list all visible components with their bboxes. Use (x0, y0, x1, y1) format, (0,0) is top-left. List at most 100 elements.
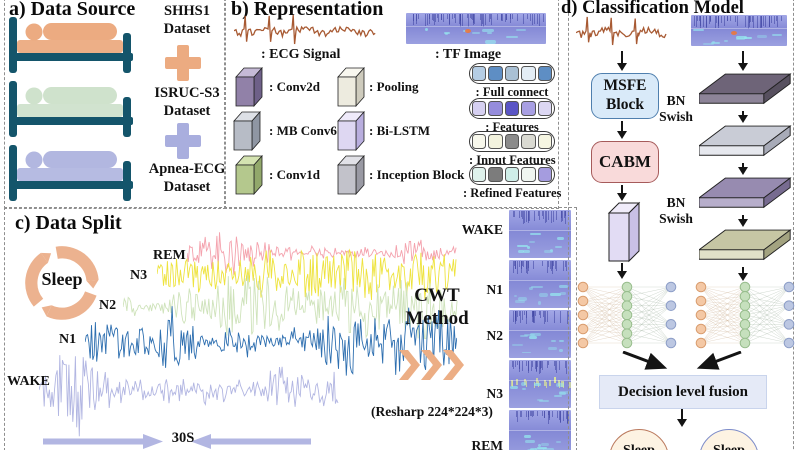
decision-fusion-label: Decision level fusion (618, 383, 748, 400)
flow-arrow (616, 51, 628, 71)
features-bar (469, 98, 555, 119)
feature-cell (472, 101, 487, 116)
resharp-label: (Resharp 224*224*3) (371, 404, 493, 419)
conv1d-label: : Conv1d (269, 167, 320, 182)
cabm-block-label: CABM (599, 152, 651, 171)
feature-cell (537, 134, 553, 149)
conv2d-label: : Conv2d (269, 79, 320, 94)
window-duration-label: 30S (171, 430, 195, 446)
sleep-apnea-output: Sleep Apnea (699, 429, 759, 450)
input-features-label: : Input Features (469, 153, 556, 167)
spect-label-n2: N2 (486, 328, 504, 343)
ecg-input-waveform (576, 16, 667, 46)
feature-cell (521, 66, 536, 81)
feature-cell (504, 167, 520, 182)
wake-trace-label: WAKE (7, 374, 50, 389)
dataset-label-apnea: Apnea-ECG Dataset (148, 161, 226, 195)
n1-trace (85, 306, 457, 376)
feature-cell (488, 167, 503, 182)
panel-b-title: b) Representation (231, 0, 384, 20)
msfe-block: MSFE Block (591, 73, 659, 119)
inception-block-icon (337, 155, 365, 195)
feature-cell (472, 167, 487, 182)
conv-layer-slab (699, 229, 792, 261)
bilstm-icon (337, 111, 365, 151)
dataset-label-isruc: ISRUC-S3 Dataset (154, 85, 220, 119)
full-connect-bar (469, 63, 555, 84)
flow-arrow (616, 185, 628, 201)
feature-cell (537, 66, 553, 81)
panel-a-title: a) Data Source (9, 0, 136, 20)
feature-cell (521, 134, 536, 149)
bn-swish-label: BN Swish (659, 195, 693, 227)
tf-image-thumbnail (406, 13, 546, 44)
feature-cell (488, 66, 503, 81)
flow-arrow (737, 51, 749, 71)
feature-cell (521, 167, 536, 182)
window-arrows-icon (43, 434, 311, 449)
feature-cell (504, 101, 520, 116)
neural-network-right (695, 281, 795, 349)
decision-fusion-box: Decision level fusion (599, 375, 767, 409)
inception-block-label: : Inception Block (369, 167, 465, 182)
bunk-beds-icon (9, 17, 133, 201)
sleep-cycle-label: Sleep (41, 269, 83, 289)
flow-arrow (616, 121, 628, 139)
spect-label-rem: REM (471, 438, 504, 450)
pooling-label: : Pooling (369, 79, 419, 94)
bilstm-label: : Bi-LSTM (369, 123, 431, 138)
wake-trace (39, 355, 339, 437)
n2-trace (123, 274, 458, 340)
features-label: : Features (485, 120, 539, 134)
ecg-signal-label: : ECG Signal (261, 47, 341, 62)
sleep-apnea-label: Sleep Apnea (710, 442, 749, 450)
flow-arrow (676, 409, 688, 427)
sleep-stage-label: Sleep Stage (623, 442, 656, 450)
full-connect-label: : Full connect (475, 85, 549, 99)
n3-trace-label: N3 (130, 268, 148, 283)
conv-layer-slab (699, 125, 792, 157)
conv2d-icon (235, 67, 263, 107)
rem-trace (187, 232, 457, 276)
n1-spectrogram (509, 260, 571, 308)
feature-cell (537, 167, 553, 182)
conv-layer-slab (699, 73, 792, 105)
feature-slab-icon (607, 201, 641, 263)
panel-classification-model: d) Classification Model MSFE Block CABM … (561, 0, 795, 450)
rem-spectrogram (509, 410, 571, 450)
neural-network-left (577, 281, 677, 349)
refined-features-bar (469, 164, 555, 185)
conv-layer-slab (699, 177, 792, 209)
feature-cell (488, 134, 503, 149)
feature-cell (504, 134, 520, 149)
feature-cell (504, 66, 520, 81)
flow-arrow (737, 215, 749, 227)
cwt-method-label: CWT Method (405, 285, 469, 330)
panel-d-title: d) Classification Model (561, 0, 744, 18)
tf-image-label: : TF Image (435, 47, 502, 62)
spect-label-n3: N3 (486, 386, 504, 401)
panel-representation: b) Representation : ECG Signal : TF Imag… (224, 0, 562, 209)
bn-swish-label: BN Swish (659, 93, 693, 125)
flow-arrow (737, 163, 749, 175)
feature-cell (472, 66, 487, 81)
chevron-right-icon (399, 350, 464, 380)
feature-cell (521, 101, 536, 116)
refined-features-label: : Refined Features (463, 186, 562, 200)
n3-spectrogram (509, 360, 571, 408)
pooling-icon (337, 67, 365, 107)
feature-cell (488, 101, 503, 116)
msfe-block-label: MSFE Block (603, 77, 647, 113)
plus-icon (165, 123, 201, 159)
mbconv6-label: : MB Conv6 (269, 123, 337, 138)
flow-arrow (737, 111, 749, 123)
cabm-block: CABM (591, 141, 659, 183)
wake-spectrogram (509, 210, 571, 258)
panel-data-split: c) Data Split Sleep REM N3 N2 N1 WAKE CW… (4, 207, 577, 450)
sleep-stage-output: Sleep Stage (609, 429, 669, 450)
feature-cell (472, 134, 487, 149)
panel-c-title: c) Data Split (15, 212, 122, 234)
n2-spectrogram (509, 310, 571, 358)
sleep-cycle-icon (15, 236, 109, 320)
input-features-bar (469, 131, 555, 152)
